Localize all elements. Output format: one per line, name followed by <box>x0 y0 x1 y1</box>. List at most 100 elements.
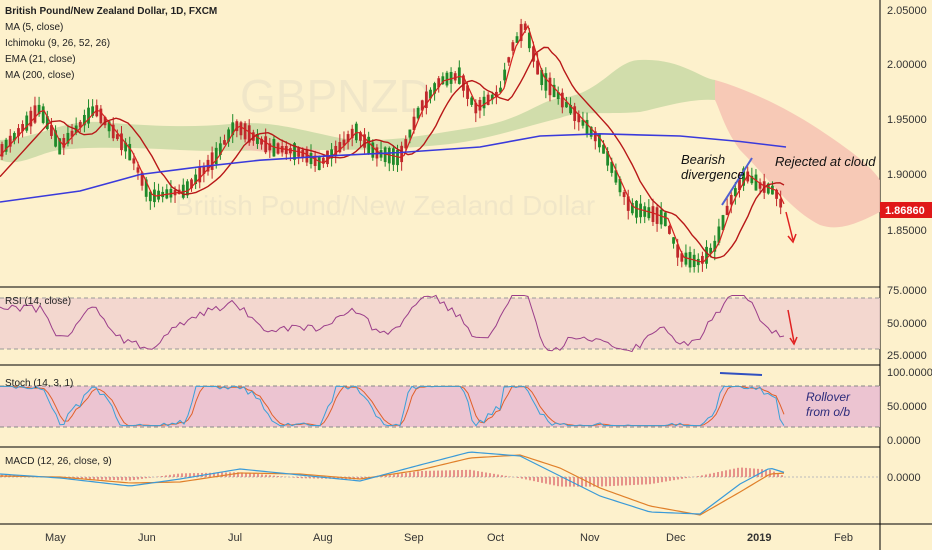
candle-body <box>560 92 564 108</box>
stoch-divergence-line <box>719 372 763 376</box>
last-price-value: 1.86860 <box>885 205 925 217</box>
candle-body <box>717 226 721 243</box>
candle-body <box>725 205 729 216</box>
candle-body <box>330 149 333 159</box>
candle-body <box>495 91 498 97</box>
candle-body <box>8 135 12 147</box>
annotation-rollover: Rollover <box>806 390 851 404</box>
candle-body <box>746 171 750 182</box>
rsi-tick: 25.0000 <box>887 350 927 362</box>
candle-body <box>696 258 700 266</box>
candle-body <box>4 139 8 152</box>
candle-body <box>198 167 202 183</box>
candle-body <box>639 203 642 218</box>
candle-body <box>593 131 597 142</box>
x-tick: Jun <box>138 532 156 544</box>
candle-body <box>680 253 684 262</box>
candle-body <box>482 96 486 109</box>
candle-body <box>350 128 354 139</box>
candle-body <box>635 200 638 218</box>
candle-body <box>218 143 222 155</box>
candle-body <box>738 179 741 191</box>
stoch-k-path <box>0 385 785 427</box>
x-tick: Jul <box>228 532 242 544</box>
candle-body <box>606 151 610 166</box>
candle-body <box>148 191 152 202</box>
candle-body <box>577 114 581 123</box>
candle-body <box>676 244 680 258</box>
x-tick: Aug <box>313 532 333 544</box>
candle-body <box>532 46 535 62</box>
candle-body <box>243 123 247 140</box>
candle-body <box>132 158 136 164</box>
rsi-down-arrow-icon <box>787 309 795 343</box>
legend-ema21: EMA (21, close) <box>5 54 76 65</box>
candle-body <box>190 179 193 189</box>
candle-body <box>610 161 614 173</box>
candle-body <box>544 73 548 91</box>
candle-body <box>659 209 663 225</box>
candle-body <box>33 105 37 123</box>
candle-body <box>50 125 53 136</box>
macd-path <box>0 451 785 515</box>
candle-body <box>12 132 16 141</box>
candle-body <box>598 134 601 148</box>
candle-body <box>186 181 189 196</box>
candle-body <box>120 133 123 151</box>
candle-body <box>210 152 214 170</box>
candle-body <box>140 172 144 186</box>
candle-body <box>523 23 527 31</box>
annotation-rejected: Rejected at cloud <box>775 154 876 169</box>
candle-body <box>264 136 268 153</box>
annotation-bearish: Bearish <box>681 152 725 167</box>
x-tick: Oct <box>487 532 504 544</box>
candle-body <box>301 149 305 159</box>
candle-body <box>622 192 626 198</box>
candle-body <box>503 69 507 81</box>
candle-body <box>766 183 770 194</box>
candle-body <box>78 121 82 128</box>
candle-body <box>124 142 127 152</box>
candle-body <box>618 178 622 193</box>
candle-body <box>437 78 441 88</box>
candle-body <box>453 73 457 81</box>
y-tick: 1.85000 <box>887 225 927 237</box>
rsi-tick: 50.0000 <box>887 318 927 330</box>
candle-body <box>733 188 737 197</box>
candle-body <box>107 121 111 132</box>
candle-body <box>466 85 469 99</box>
candle-body <box>449 72 453 84</box>
candle-body <box>701 255 704 264</box>
candle-body <box>527 32 531 49</box>
down-arrow-icon <box>785 211 794 241</box>
ema21-line <box>0 46 785 259</box>
candle-body <box>338 142 342 153</box>
candle-body <box>223 140 226 145</box>
candle-body <box>585 119 589 135</box>
candle-body <box>400 145 404 163</box>
candle-body <box>441 76 445 85</box>
candle-body <box>548 77 552 96</box>
candle-body <box>705 246 708 264</box>
candle-body <box>235 121 239 132</box>
candle-body <box>136 167 140 173</box>
candle-body <box>144 179 148 197</box>
candle-body <box>614 170 618 183</box>
candle-body <box>227 129 230 142</box>
y-tick: 1.95000 <box>887 114 927 126</box>
candle-body <box>672 237 675 244</box>
candle-body <box>115 134 119 140</box>
candle-body <box>21 124 24 132</box>
moving-averages <box>0 24 787 263</box>
watermark-symbol: GBPNZD <box>240 70 432 122</box>
candle-body <box>565 101 568 108</box>
candle-body <box>721 215 725 230</box>
candle-body <box>305 150 309 163</box>
candle-body <box>371 142 375 158</box>
candle-body <box>202 166 206 174</box>
candle-body <box>651 206 655 222</box>
candle-body <box>511 42 515 51</box>
candle-body <box>412 116 416 130</box>
ma200-line <box>0 132 787 203</box>
ma5-line <box>0 24 785 263</box>
